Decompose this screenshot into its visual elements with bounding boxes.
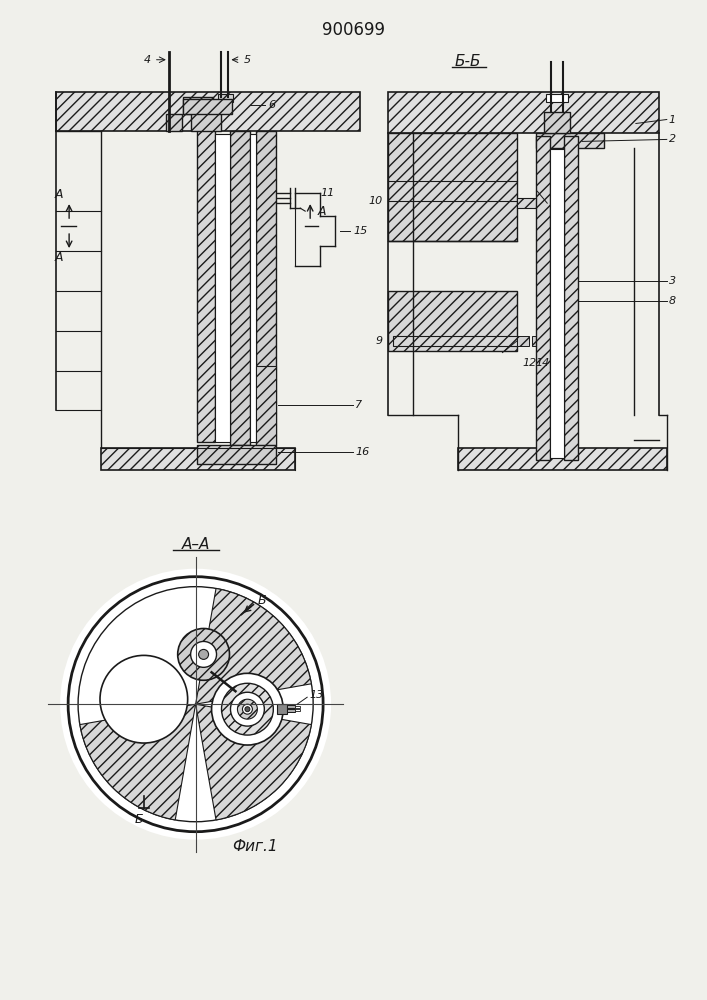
Text: 900699: 900699	[322, 21, 385, 39]
Bar	[550, 149, 564, 458]
Text: 3: 3	[669, 276, 676, 286]
Circle shape	[177, 628, 230, 680]
Bar	[56, 92, 360, 131]
Text: Фиг.1: Фиг.1	[233, 839, 278, 854]
Text: 13: 13	[309, 690, 323, 700]
Bar	[388, 291, 518, 351]
Text: Б: Б	[257, 594, 266, 607]
Bar	[165, 114, 182, 131]
Text: 12: 12	[522, 358, 537, 368]
Wedge shape	[80, 704, 196, 820]
Circle shape	[100, 655, 187, 743]
Bar	[457, 448, 667, 470]
Circle shape	[68, 577, 323, 832]
Bar	[250, 134, 257, 442]
Bar	[547, 94, 568, 102]
Bar	[393, 336, 518, 346]
Bar	[230, 131, 250, 445]
Circle shape	[78, 587, 313, 822]
Text: 10: 10	[368, 196, 383, 206]
Bar	[544, 112, 570, 133]
Bar	[296, 706, 300, 708]
Bar	[257, 131, 276, 445]
Bar	[388, 133, 518, 241]
Circle shape	[230, 692, 264, 726]
Text: А: А	[55, 188, 64, 201]
Text: 6: 6	[269, 100, 276, 110]
Circle shape	[199, 649, 209, 659]
Bar	[101, 448, 296, 470]
Bar	[191, 112, 221, 131]
Circle shape	[60, 569, 331, 840]
Circle shape	[243, 704, 252, 714]
Text: 9: 9	[375, 336, 383, 346]
Circle shape	[191, 641, 216, 667]
Bar	[537, 133, 604, 148]
Text: 4: 4	[144, 55, 151, 65]
Text: 2: 2	[669, 134, 676, 144]
Text: 1: 1	[669, 115, 676, 125]
Bar	[277, 704, 287, 714]
Bar	[182, 97, 213, 114]
Bar	[532, 336, 542, 346]
Circle shape	[245, 707, 250, 712]
Bar	[182, 99, 233, 114]
Wedge shape	[196, 588, 311, 704]
Bar	[388, 92, 659, 133]
Text: 7: 7	[355, 400, 362, 410]
Text: 14: 14	[535, 358, 549, 368]
Text: А–А: А–А	[182, 537, 210, 552]
Wedge shape	[196, 704, 311, 820]
Bar	[214, 134, 230, 442]
Bar	[296, 709, 300, 711]
Text: 16: 16	[355, 447, 369, 457]
Text: А: А	[55, 251, 64, 264]
Bar	[218, 94, 233, 102]
Bar	[518, 198, 547, 208]
Text: 11: 11	[320, 188, 334, 198]
Text: 5: 5	[243, 55, 250, 65]
Text: А: А	[318, 205, 327, 218]
Bar	[257, 366, 276, 445]
Bar	[197, 445, 276, 464]
Bar	[197, 128, 214, 442]
Text: 8: 8	[669, 296, 676, 306]
Bar	[537, 136, 550, 460]
Bar	[287, 705, 296, 708]
Bar	[287, 709, 296, 712]
Circle shape	[238, 699, 257, 719]
Text: Б-Б: Б-Б	[455, 54, 481, 69]
Circle shape	[211, 673, 284, 745]
Circle shape	[221, 683, 274, 735]
Bar	[518, 336, 530, 346]
Text: Б: Б	[134, 813, 143, 826]
Bar	[564, 136, 578, 460]
Text: 15: 15	[353, 226, 367, 236]
